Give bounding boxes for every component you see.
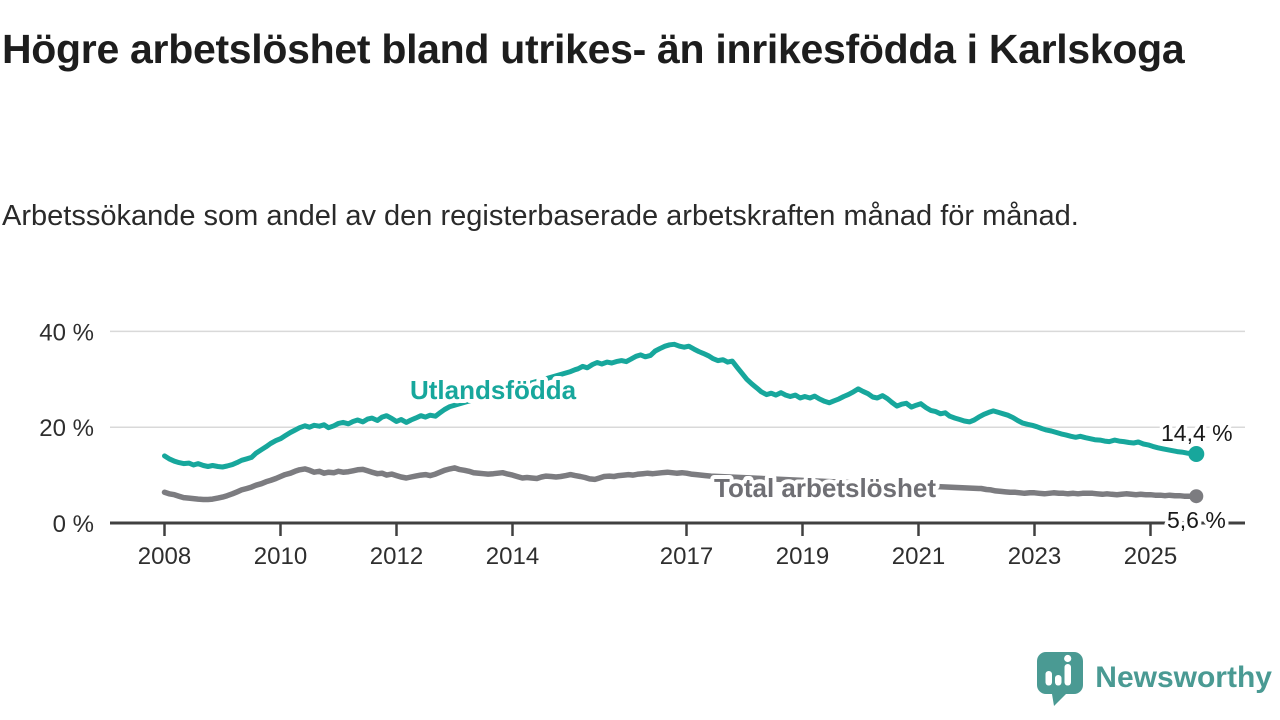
chart-subtitle: Arbetssökande som andel av den registerb…: [2, 200, 1079, 232]
x-tick-label: 2008: [138, 543, 191, 570]
newsworthy-logo-text: Newsworthy: [1095, 660, 1272, 694]
exclamation-dot: [1064, 654, 1072, 663]
series-end-dot: [1188, 446, 1205, 462]
bar-glyph-2: [1055, 675, 1062, 686]
newsworthy-logo: Newsworthy: [1034, 649, 1272, 706]
end-value-label: 14,4 %: [1161, 420, 1233, 446]
series-end-dot: [1189, 489, 1204, 504]
y-tick-label: 0 %: [53, 511, 94, 538]
x-tick-label: 2023: [1008, 543, 1061, 570]
series-label: Utlandsfödda: [410, 375, 577, 405]
line-chart: 2008 2010 2012 2014 2017 2019 2021 2023 2025 0 % 2…: [39, 319, 1245, 570]
bar-glyph-1: [1045, 671, 1053, 686]
x-tick-label: 2010: [254, 543, 307, 570]
x-tick-label: 2019: [776, 543, 829, 570]
series-line: [161, 465, 1200, 503]
series-line: [162, 341, 1199, 470]
series-label: Total arbetslöshet: [714, 473, 936, 503]
chart-title: Högre arbetslöshet bland utrikes- än inr…: [2, 26, 1185, 72]
y-tick-label: 20 %: [39, 415, 94, 442]
bar-glyph-3: [1064, 664, 1072, 686]
end-value-label: 5,6 %: [1167, 507, 1226, 533]
x-tick-label: 2017: [660, 543, 713, 570]
x-tick-label: 2014: [486, 543, 539, 570]
x-tick-label: 2025: [1124, 543, 1177, 570]
y-tick-label: 40 %: [39, 319, 94, 346]
newsworthy-logo-icon: [1037, 652, 1084, 706]
x-tick-label: 2012: [370, 543, 423, 570]
x-tick-label: 2021: [892, 543, 945, 570]
